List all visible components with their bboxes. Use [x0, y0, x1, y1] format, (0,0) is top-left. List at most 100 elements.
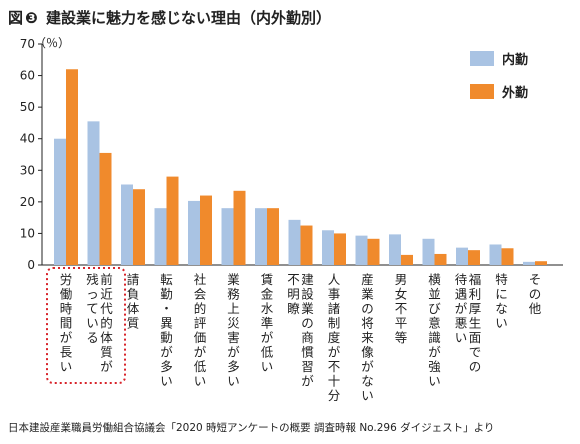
category-label-char: の — [529, 287, 542, 302]
category-label-char: い — [194, 374, 207, 389]
category-label-char: 災 — [227, 316, 240, 331]
category-label-char: い — [361, 388, 374, 403]
category-label-char: 事 — [328, 287, 341, 302]
category-label-char: 度 — [328, 330, 341, 345]
category-label-char: 分 — [328, 388, 341, 403]
bar-series-0-cat-11 — [422, 238, 435, 265]
category-label-char: 待 — [455, 272, 468, 287]
category-label-char: 平 — [395, 316, 408, 331]
category-label-char: 負 — [127, 287, 140, 302]
category-label-char: 的 — [100, 316, 113, 331]
category-label-char: 悪 — [455, 316, 468, 331]
category-label-char: 賃 — [261, 272, 274, 287]
bar-series-1-cat-12 — [468, 250, 480, 265]
figure-number-prefix: 図 — [8, 9, 23, 27]
category-label-char: 害 — [227, 330, 240, 345]
bar-series-0-cat-4 — [188, 200, 200, 265]
category-label-char: 体 — [100, 330, 113, 345]
category-label-char: 像 — [361, 345, 374, 360]
legend-label-series-0: 内勤 — [502, 52, 528, 68]
bar-series-0-cat-2 — [121, 184, 133, 265]
category-label-char: 習 — [301, 359, 314, 374]
bar-series-1-cat-7 — [300, 225, 313, 265]
category-label-char: 建 — [301, 272, 314, 287]
category-label-char: 生 — [469, 316, 482, 331]
category-label-char: 特 — [495, 272, 508, 287]
category-label-char: て — [86, 301, 99, 316]
bar-series-0-cat-0 — [54, 138, 66, 265]
category-label-char: い — [160, 374, 173, 389]
y-tick-label: 20 — [20, 195, 35, 209]
category-label-char: る — [86, 330, 99, 345]
bar-series-0-cat-5 — [221, 208, 234, 265]
figure-title: 図 ❸ 建設業に魅力を感じない理由（内外勤別） — [8, 9, 331, 27]
category-label-char: 福 — [469, 272, 482, 287]
category-label-char: 識 — [428, 330, 441, 345]
category-label-char: 低 — [194, 359, 207, 374]
category-label-char: 十 — [328, 374, 341, 389]
bar-series-1-cat-10 — [401, 254, 413, 265]
category-label-char: が — [361, 359, 374, 374]
category-label-char: の — [469, 359, 482, 374]
bar-series-1-cat-6 — [267, 208, 279, 265]
category-label-char: 諸 — [328, 301, 341, 316]
y-tick-label: 70 — [20, 37, 35, 51]
category-label-char: い — [227, 374, 240, 389]
bar-series-1-cat-4 — [200, 195, 212, 265]
category-label-char: 時 — [60, 301, 73, 316]
bar-series-1-cat-2 — [133, 189, 145, 265]
bar-series-0-cat-6 — [255, 208, 267, 265]
category-label-char: 社 — [194, 272, 207, 287]
y-tick-label: 40 — [20, 132, 35, 146]
category-label-char: 上 — [227, 301, 240, 316]
category-label-char: い — [428, 374, 441, 389]
bar-series-1-cat-9 — [367, 238, 380, 265]
category-label-char: が — [100, 359, 113, 374]
bar-series-0-cat-1 — [87, 121, 100, 265]
category-label-char: 女 — [395, 287, 408, 302]
category-label-char: 多 — [227, 359, 240, 374]
bar-series-1-cat-14 — [535, 261, 547, 265]
bar-series-1-cat-0 — [66, 69, 78, 265]
bar-series-0-cat-9 — [355, 235, 368, 265]
bar-series-1-cat-13 — [501, 248, 514, 265]
category-label-char: 並 — [428, 287, 441, 302]
bar-series-0-cat-7 — [288, 219, 301, 265]
chart-title: 建設業に魅力を感じない理由（内外勤別） — [46, 9, 331, 27]
category-label-char: が — [60, 330, 73, 345]
category-label-char: が — [227, 345, 240, 360]
y-tick-label: 10 — [20, 226, 35, 240]
category-label-char: 明 — [287, 287, 300, 302]
bars — [54, 69, 547, 265]
category-label-char: 慣 — [301, 345, 314, 360]
category-label-char: な — [361, 374, 374, 389]
category-label-char: 金 — [261, 287, 274, 302]
category-label-char: が — [160, 345, 173, 360]
category-label-char: の — [361, 301, 374, 316]
category-label-char: の — [301, 316, 314, 331]
category-label-char: が — [194, 345, 207, 360]
y-tick-label: 60 — [20, 69, 35, 83]
category-label-char: い — [86, 316, 99, 331]
category-label-char: が — [328, 345, 341, 360]
source-note: 日本建設産業職員労働組合協議会「2020 時短アンケートの概要 調査時報 No.… — [8, 421, 494, 434]
category-label-char: 意 — [428, 316, 441, 331]
category-label-char: び — [428, 301, 441, 316]
category-label-char: 低 — [261, 345, 274, 360]
category-label-char: 体 — [127, 301, 140, 316]
category-label-char: 業 — [361, 287, 374, 302]
category-label-char: 商 — [301, 330, 314, 345]
category-label-char: 転 — [160, 272, 173, 287]
category-label-char: そ — [529, 272, 542, 287]
category-label-char: い — [455, 330, 468, 345]
bar-series-0-cat-8 — [322, 230, 334, 265]
category-label-char: 不 — [395, 301, 408, 316]
category-label-char: 前 — [100, 272, 113, 287]
category-label-char: が — [301, 374, 314, 389]
category-label-char: 男 — [395, 272, 408, 287]
category-label-char: 横 — [428, 272, 441, 287]
legend-label-series-1: 外勤 — [501, 85, 528, 101]
bar-series-1-cat-1 — [99, 152, 112, 265]
bar-series-0-cat-10 — [389, 234, 401, 265]
